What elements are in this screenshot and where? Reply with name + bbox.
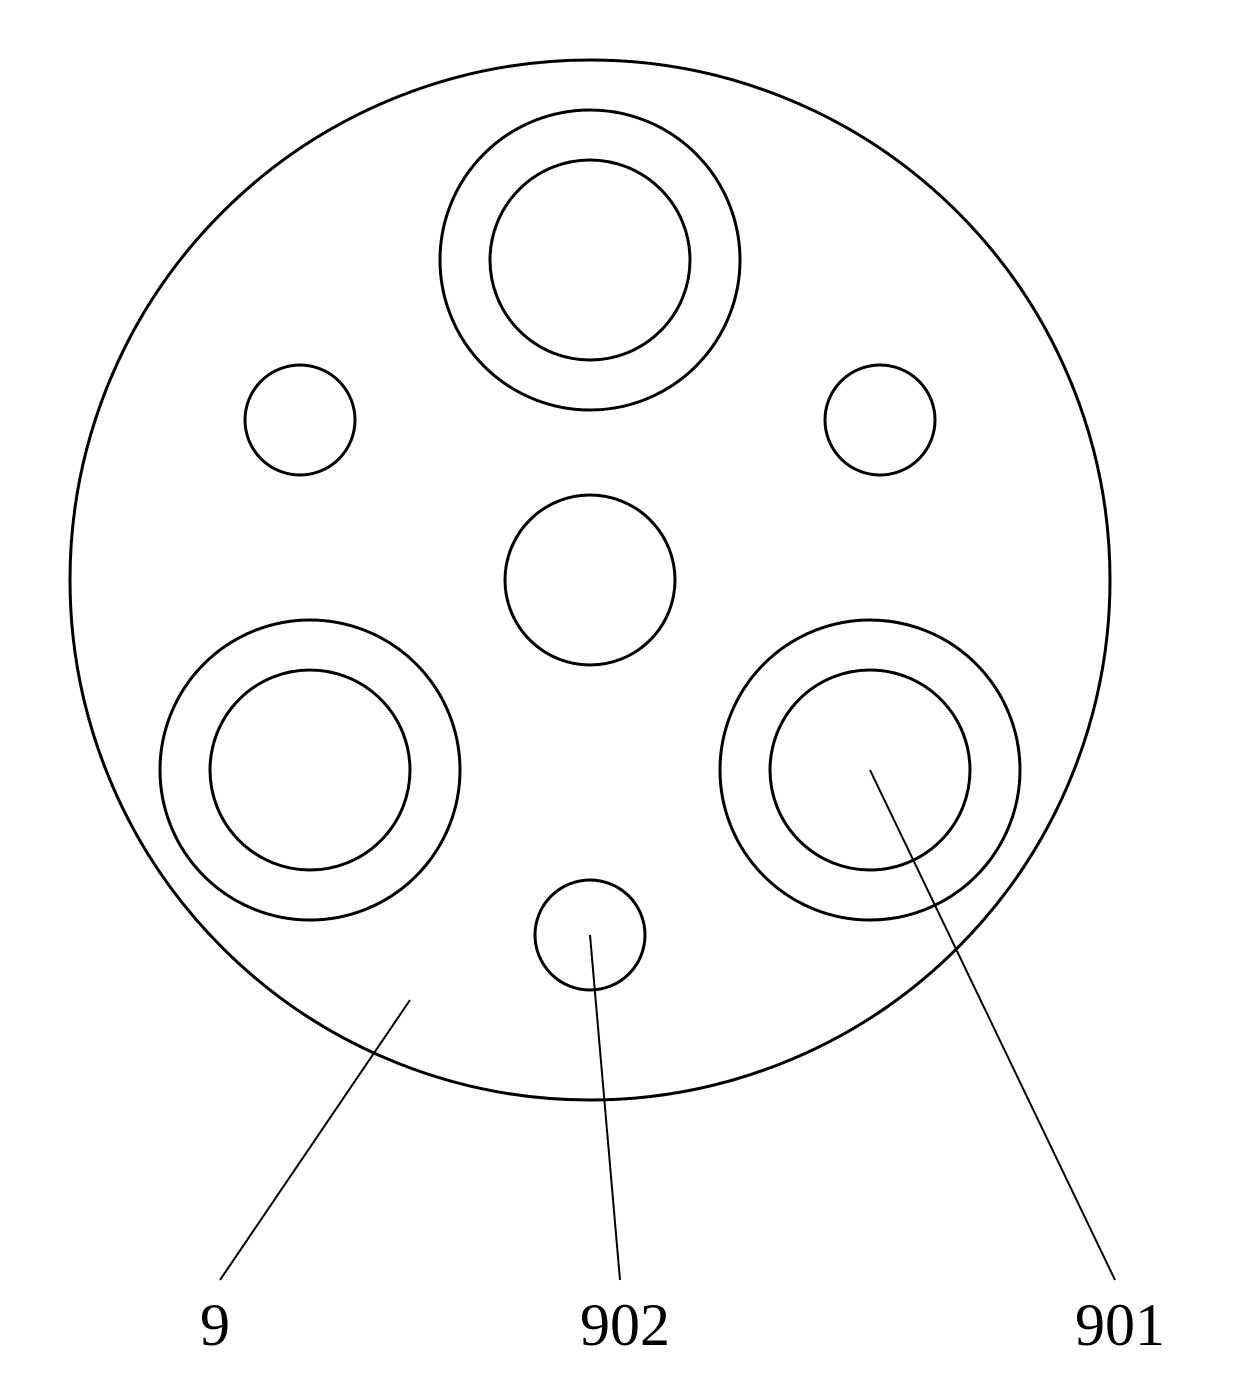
ring-hole-outer-1 (160, 620, 460, 920)
ring-hole-inner-0 (490, 160, 690, 360)
leader-line-9 (220, 1000, 410, 1280)
leader-line-901 (870, 770, 1115, 1280)
label-901: 901 (1075, 1292, 1165, 1358)
ring-hole-inner-1 (210, 670, 410, 870)
center-hole (505, 495, 675, 665)
label-9: 9 (200, 1292, 230, 1358)
label-902: 902 (580, 1292, 670, 1358)
small-hole-1 (825, 365, 935, 475)
ring-hole-outer-0 (440, 110, 740, 410)
small-hole-0 (245, 365, 355, 475)
